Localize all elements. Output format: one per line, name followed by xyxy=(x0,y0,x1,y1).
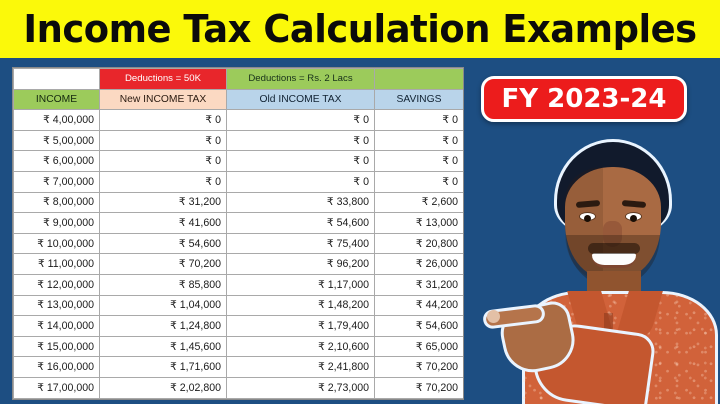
cell-income: ₹ 15,00,000 xyxy=(13,335,100,358)
presenter-outline xyxy=(470,131,720,404)
cell-old-income-tax: ₹ 0 xyxy=(226,109,375,131)
table-row: ₹ 10,00,000 ₹ 54,600 ₹ 75,400 ₹ 20,800 xyxy=(13,232,463,255)
column-header-old-income-tax: Old INCOME TAX xyxy=(226,88,375,111)
column-header-new-income-tax: New INCOME TAX xyxy=(99,88,227,111)
cell-old-income-tax: ₹ 0 xyxy=(226,129,375,152)
table-row: ₹ 16,00,000 ₹ 1,71,600 ₹ 2,41,800 ₹ 70,200 xyxy=(13,356,463,378)
presenter-moustache xyxy=(588,243,640,254)
cell-savings: ₹ 0 xyxy=(374,170,463,193)
table-head: Deductions = 50K Deductions = Rs. 2 Lacs… xyxy=(13,68,463,111)
tax-comparison-table: Deductions = 50K Deductions = Rs. 2 Lacs… xyxy=(12,67,464,400)
table-row: ₹ 12,00,000 ₹ 85,800 ₹ 1,17,000 ₹ 31,200 xyxy=(13,273,463,296)
page-title: Income Tax Calculation Examples xyxy=(23,7,697,51)
cell-income: ₹ 11,00,000 xyxy=(13,253,100,275)
presenter-smile xyxy=(592,253,636,268)
cell-new-income-tax: ₹ 70,200 xyxy=(99,253,227,275)
cell-old-income-tax: ₹ 1,79,400 xyxy=(226,315,375,337)
cell-savings: ₹ 70,200 xyxy=(374,356,463,378)
cell-new-income-tax: ₹ 54,600 xyxy=(99,232,227,255)
deductions-savings-blank xyxy=(374,68,463,90)
table-row: ₹ 7,00,000 ₹ 0 ₹ 0 ₹ 0 xyxy=(13,170,463,193)
cell-income: ₹ 10,00,000 xyxy=(13,232,100,255)
deductions-old-regime: Deductions = Rs. 2 Lacs xyxy=(226,68,375,90)
cell-new-income-tax: ₹ 41,600 xyxy=(99,212,227,234)
cell-income: ₹ 17,00,000 xyxy=(13,376,100,399)
cell-savings: ₹ 20,800 xyxy=(374,232,463,255)
table-row: ₹ 15,00,000 ₹ 1,45,600 ₹ 2,10,600 ₹ 65,000 xyxy=(13,335,463,358)
cell-old-income-tax: ₹ 2,73,000 xyxy=(226,376,375,399)
cell-income: ₹ 16,00,000 xyxy=(13,356,100,378)
cell-new-income-tax: ₹ 0 xyxy=(99,109,227,131)
cell-new-income-tax: ₹ 85,800 xyxy=(99,273,227,296)
presenter-pupil-left xyxy=(584,215,591,222)
column-header-income: INCOME xyxy=(13,88,100,111)
cell-old-income-tax: ₹ 54,600 xyxy=(226,212,375,234)
title-banner: Income Tax Calculation Examples xyxy=(0,0,720,58)
cell-old-income-tax: ₹ 1,48,200 xyxy=(226,294,375,317)
cell-income: ₹ 14,00,000 xyxy=(13,315,100,337)
cell-income: ₹ 6,00,000 xyxy=(13,150,100,172)
deductions-income-blank xyxy=(13,68,100,90)
table-row: ₹ 8,00,000 ₹ 31,200 ₹ 33,800 ₹ 2,600 xyxy=(13,191,463,214)
deductions-new-regime: Deductions = 50K xyxy=(99,68,227,90)
cell-income: ₹ 12,00,000 xyxy=(13,273,100,296)
cell-savings: ₹ 0 xyxy=(374,129,463,152)
cell-old-income-tax: ₹ 2,41,800 xyxy=(226,356,375,378)
presenter-pupil-right xyxy=(630,215,637,222)
table-row: ₹ 11,00,000 ₹ 70,200 ₹ 96,200 ₹ 26,000 xyxy=(13,253,463,275)
cell-new-income-tax: ₹ 2,02,800 xyxy=(99,376,227,399)
cell-income: ₹ 4,00,000 xyxy=(13,109,100,131)
cell-savings: ₹ 44,200 xyxy=(374,294,463,317)
table: Deductions = 50K Deductions = Rs. 2 Lacs… xyxy=(13,68,463,399)
table-row: ₹ 4,00,000 ₹ 0 ₹ 0 ₹ 0 xyxy=(13,109,463,131)
cell-income: ₹ 13,00,000 xyxy=(13,294,100,317)
cell-old-income-tax: ₹ 0 xyxy=(226,150,375,172)
cell-new-income-tax: ₹ 31,200 xyxy=(99,191,227,214)
cell-new-income-tax: ₹ 1,71,600 xyxy=(99,356,227,378)
column-header-row: INCOME New INCOME TAX Old INCOME TAX SAV… xyxy=(13,88,463,111)
table-row: ₹ 14,00,000 ₹ 1,24,800 ₹ 1,79,400 ₹ 54,600 xyxy=(13,315,463,337)
cell-new-income-tax: ₹ 1,04,000 xyxy=(99,294,227,317)
cell-old-income-tax: ₹ 1,17,000 xyxy=(226,273,375,296)
column-header-savings: SAVINGS xyxy=(374,88,463,111)
cell-income: ₹ 5,00,000 xyxy=(13,129,100,152)
table-row: ₹ 9,00,000 ₹ 41,600 ₹ 54,600 ₹ 13,000 xyxy=(13,212,463,234)
table-row: ₹ 6,00,000 ₹ 0 ₹ 0 ₹ 0 xyxy=(13,150,463,172)
cell-savings: ₹ 0 xyxy=(374,150,463,172)
cell-new-income-tax: ₹ 1,24,800 xyxy=(99,315,227,337)
cell-savings: ₹ 31,200 xyxy=(374,273,463,296)
cell-savings: ₹ 70,200 xyxy=(374,376,463,399)
cell-savings: ₹ 13,000 xyxy=(374,212,463,234)
cell-old-income-tax: ₹ 96,200 xyxy=(226,253,375,275)
cell-income: ₹ 7,00,000 xyxy=(13,170,100,193)
cell-savings: ₹ 65,000 xyxy=(374,335,463,358)
cell-savings: ₹ 26,000 xyxy=(374,253,463,275)
cell-income: ₹ 8,00,000 xyxy=(13,191,100,214)
cell-old-income-tax: ₹ 33,800 xyxy=(226,191,375,214)
table-row: ₹ 5,00,000 ₹ 0 ₹ 0 ₹ 0 xyxy=(13,129,463,152)
cell-income: ₹ 9,00,000 xyxy=(13,212,100,234)
presenter-fingernail xyxy=(487,310,500,323)
presenter-photo xyxy=(470,131,720,404)
table-body: ₹ 4,00,000 ₹ 0 ₹ 0 ₹ 0 ₹ 5,00,000 ₹ 0 ₹ 0 ₹ 0 ₹ … xyxy=(13,109,463,399)
fiscal-year-badge: FY 2023-24 xyxy=(481,76,687,122)
deductions-header-row: Deductions = 50K Deductions = Rs. 2 Lacs xyxy=(13,68,463,90)
cell-savings: ₹ 2,600 xyxy=(374,191,463,214)
cell-old-income-tax: ₹ 2,10,600 xyxy=(226,335,375,358)
cell-new-income-tax: ₹ 0 xyxy=(99,170,227,193)
cell-new-income-tax: ₹ 1,45,600 xyxy=(99,335,227,358)
cell-new-income-tax: ₹ 0 xyxy=(99,129,227,152)
cell-old-income-tax: ₹ 75,400 xyxy=(226,232,375,255)
table-row: ₹ 13,00,000 ₹ 1,04,000 ₹ 1,48,200 ₹ 44,200 xyxy=(13,294,463,317)
cell-savings: ₹ 0 xyxy=(374,109,463,131)
presenter-nose xyxy=(603,221,622,247)
cell-old-income-tax: ₹ 0 xyxy=(226,170,375,193)
fiscal-year-label: FY 2023-24 xyxy=(501,84,667,114)
cell-new-income-tax: ₹ 0 xyxy=(99,150,227,172)
cell-savings: ₹ 54,600 xyxy=(374,315,463,337)
table-row: ₹ 17,00,000 ₹ 2,02,800 ₹ 2,73,000 ₹ 70,200 xyxy=(13,376,463,399)
